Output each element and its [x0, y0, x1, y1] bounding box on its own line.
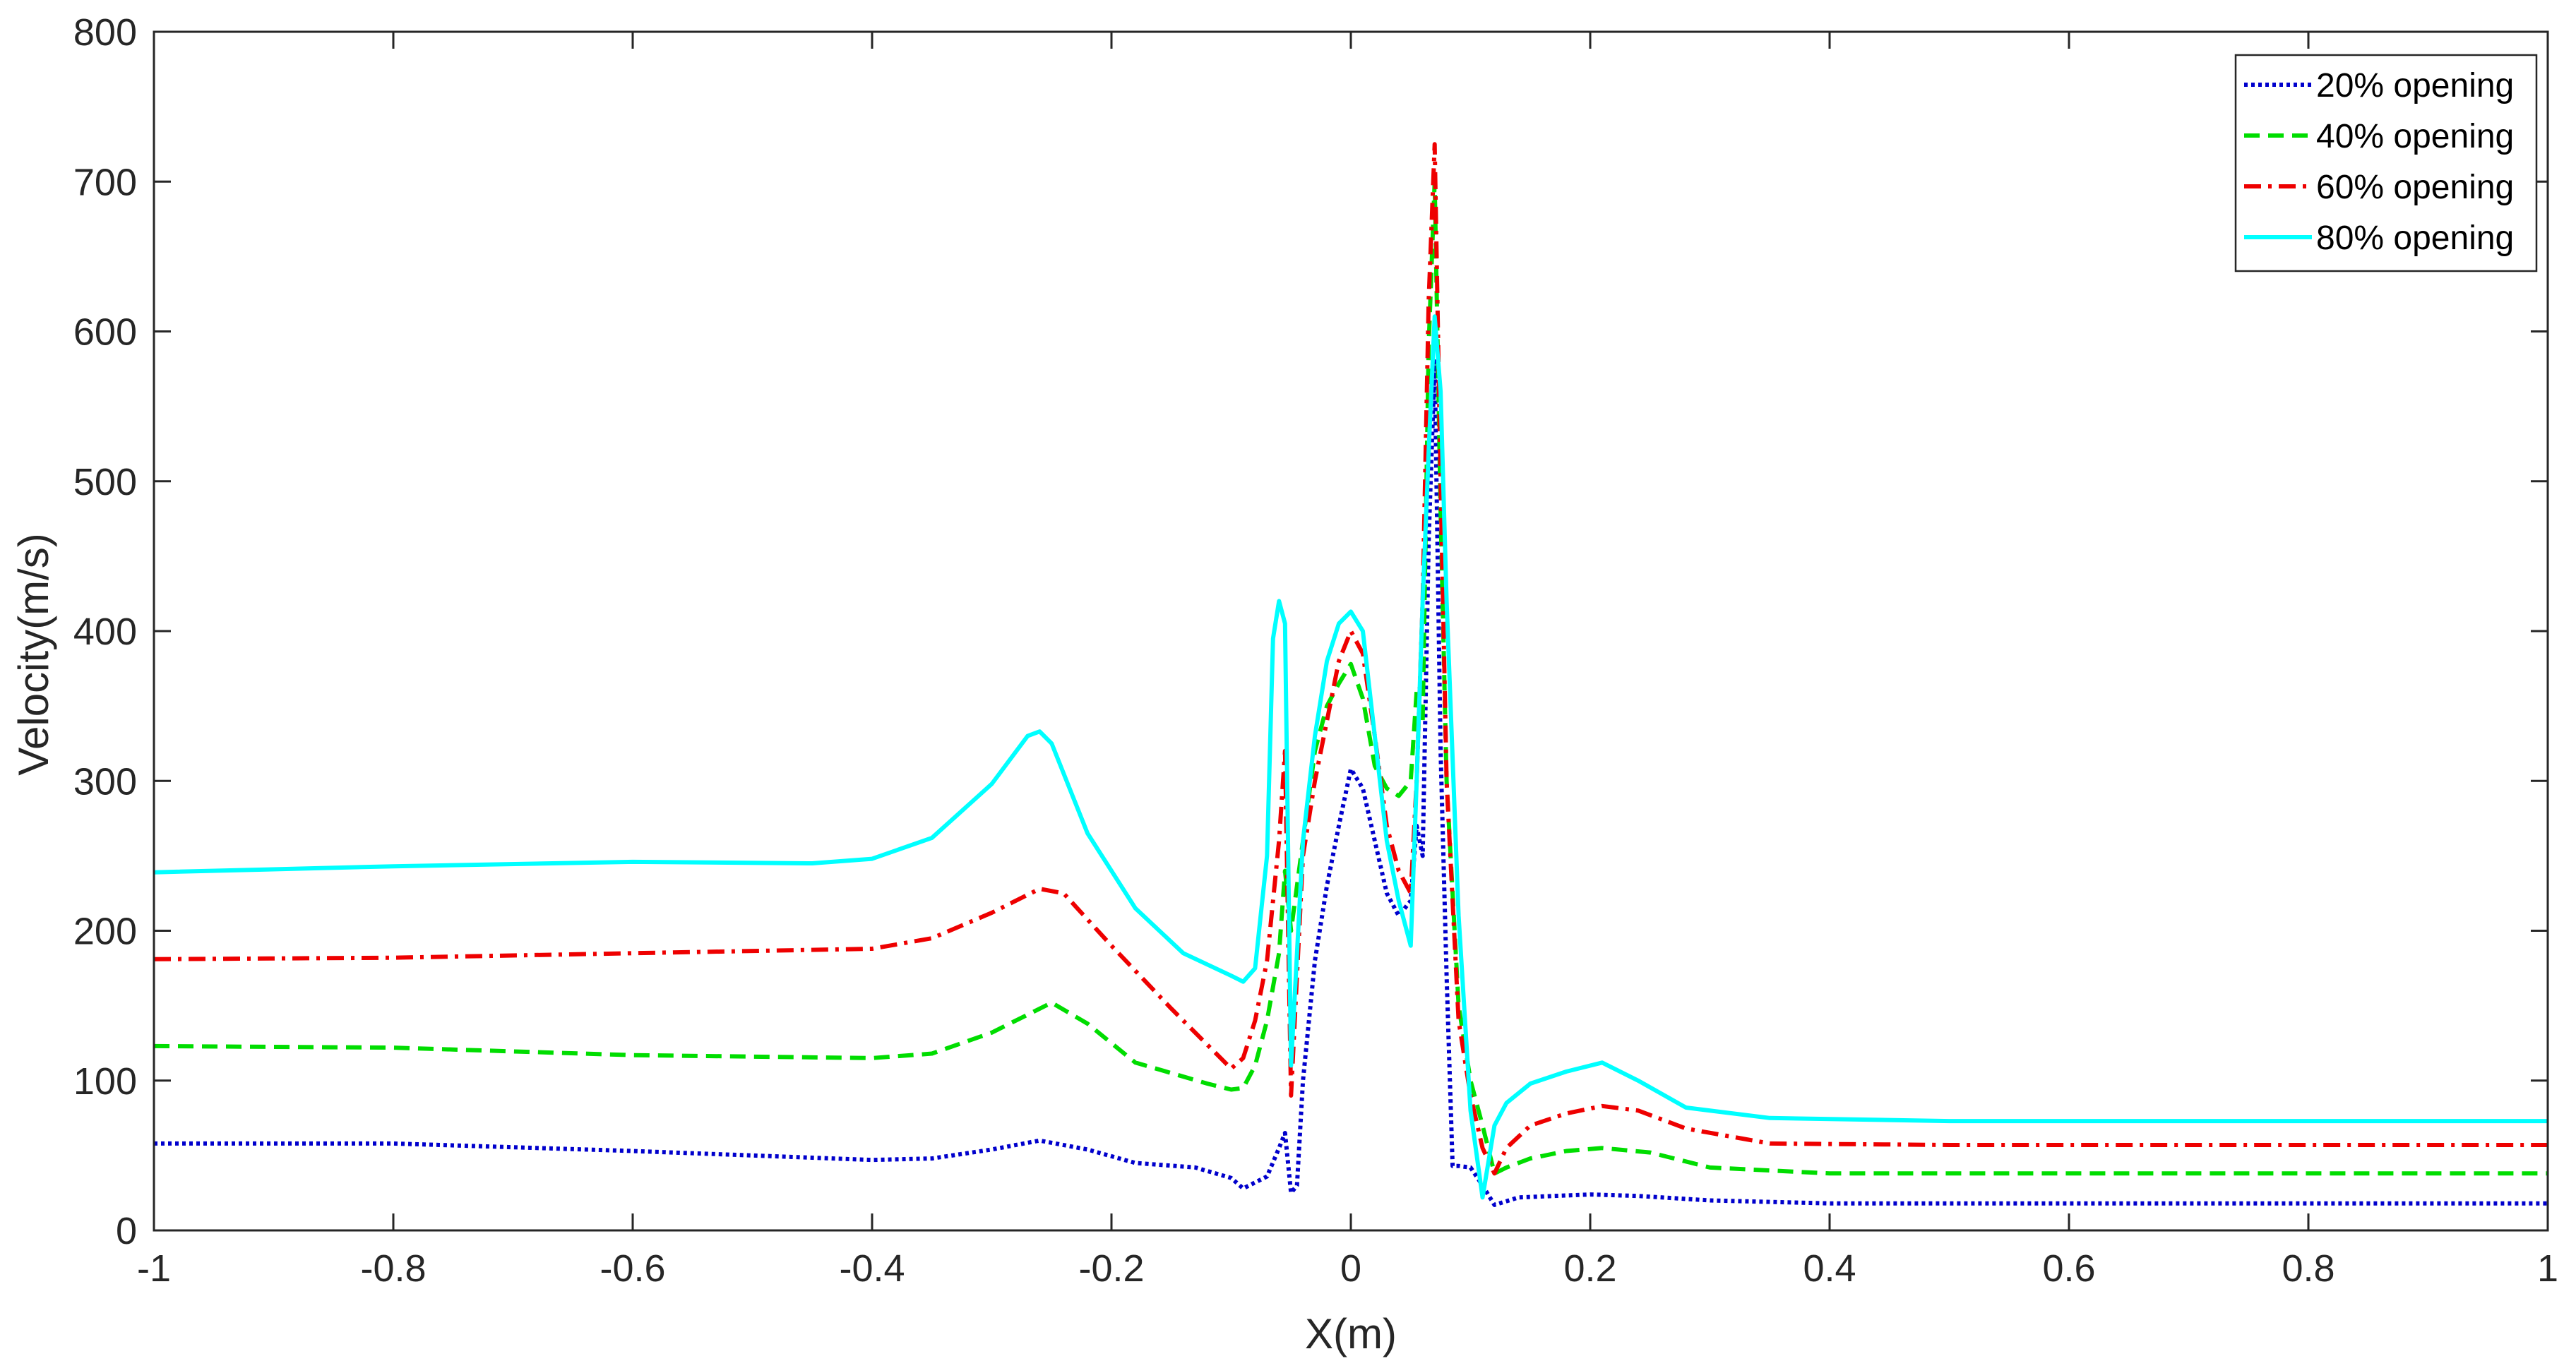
- series-line-1: [154, 359, 2548, 1207]
- y-tick-label: 200: [73, 911, 137, 953]
- y-tick-label: 0: [116, 1210, 137, 1252]
- x-tick-label: -0.4: [839, 1247, 905, 1290]
- x-tick-label: 0.6: [2042, 1247, 2095, 1290]
- x-tick-label: -0.6: [600, 1247, 665, 1290]
- legend-label: 40% opening: [2316, 118, 2514, 155]
- x-tick-label: -1: [137, 1247, 171, 1290]
- x-tick-label: 0.4: [1803, 1247, 1856, 1290]
- y-tick-label: 100: [73, 1060, 137, 1103]
- x-tick-label: 0.2: [1563, 1247, 1616, 1290]
- y-tick-label: 500: [73, 461, 137, 503]
- x-tick-label: -0.2: [1078, 1247, 1144, 1290]
- y-tick-label: 700: [73, 161, 137, 203]
- x-tick-label: -0.8: [360, 1247, 426, 1290]
- axes-layer: -1 -0.8 -0.6 -0.4 -0.2 0 0.2 0.4 0.6 0.8 1 0 100 200 3…: [73, 11, 2558, 1290]
- legend-label: 80% opening: [2316, 220, 2514, 257]
- series-line-3: [153, 142, 2548, 1176]
- x-tick-label: 0.8: [2282, 1247, 2334, 1290]
- y-tick-label: 600: [73, 311, 137, 354]
- legend-label: 20% opening: [2316, 67, 2514, 104]
- x-axis-label: X(m): [1305, 1310, 1397, 1357]
- y-tick-label: 400: [73, 611, 137, 653]
- series-line-4: [153, 314, 2548, 1200]
- legend-label: 60% opening: [2316, 169, 2514, 206]
- y-axis-label: Velocity(m/s): [10, 533, 57, 775]
- series-line-2: [153, 179, 2548, 1176]
- y-tick-label: 300: [73, 760, 137, 803]
- x-tick-label: 1: [2537, 1247, 2558, 1290]
- y-tick-label: 800: [73, 11, 137, 54]
- x-tick-label: 0: [1340, 1247, 1361, 1290]
- series-layer: [153, 142, 2548, 1207]
- legend: 20% opening 40% opening 60% opening 80% ope…: [2234, 54, 2538, 272]
